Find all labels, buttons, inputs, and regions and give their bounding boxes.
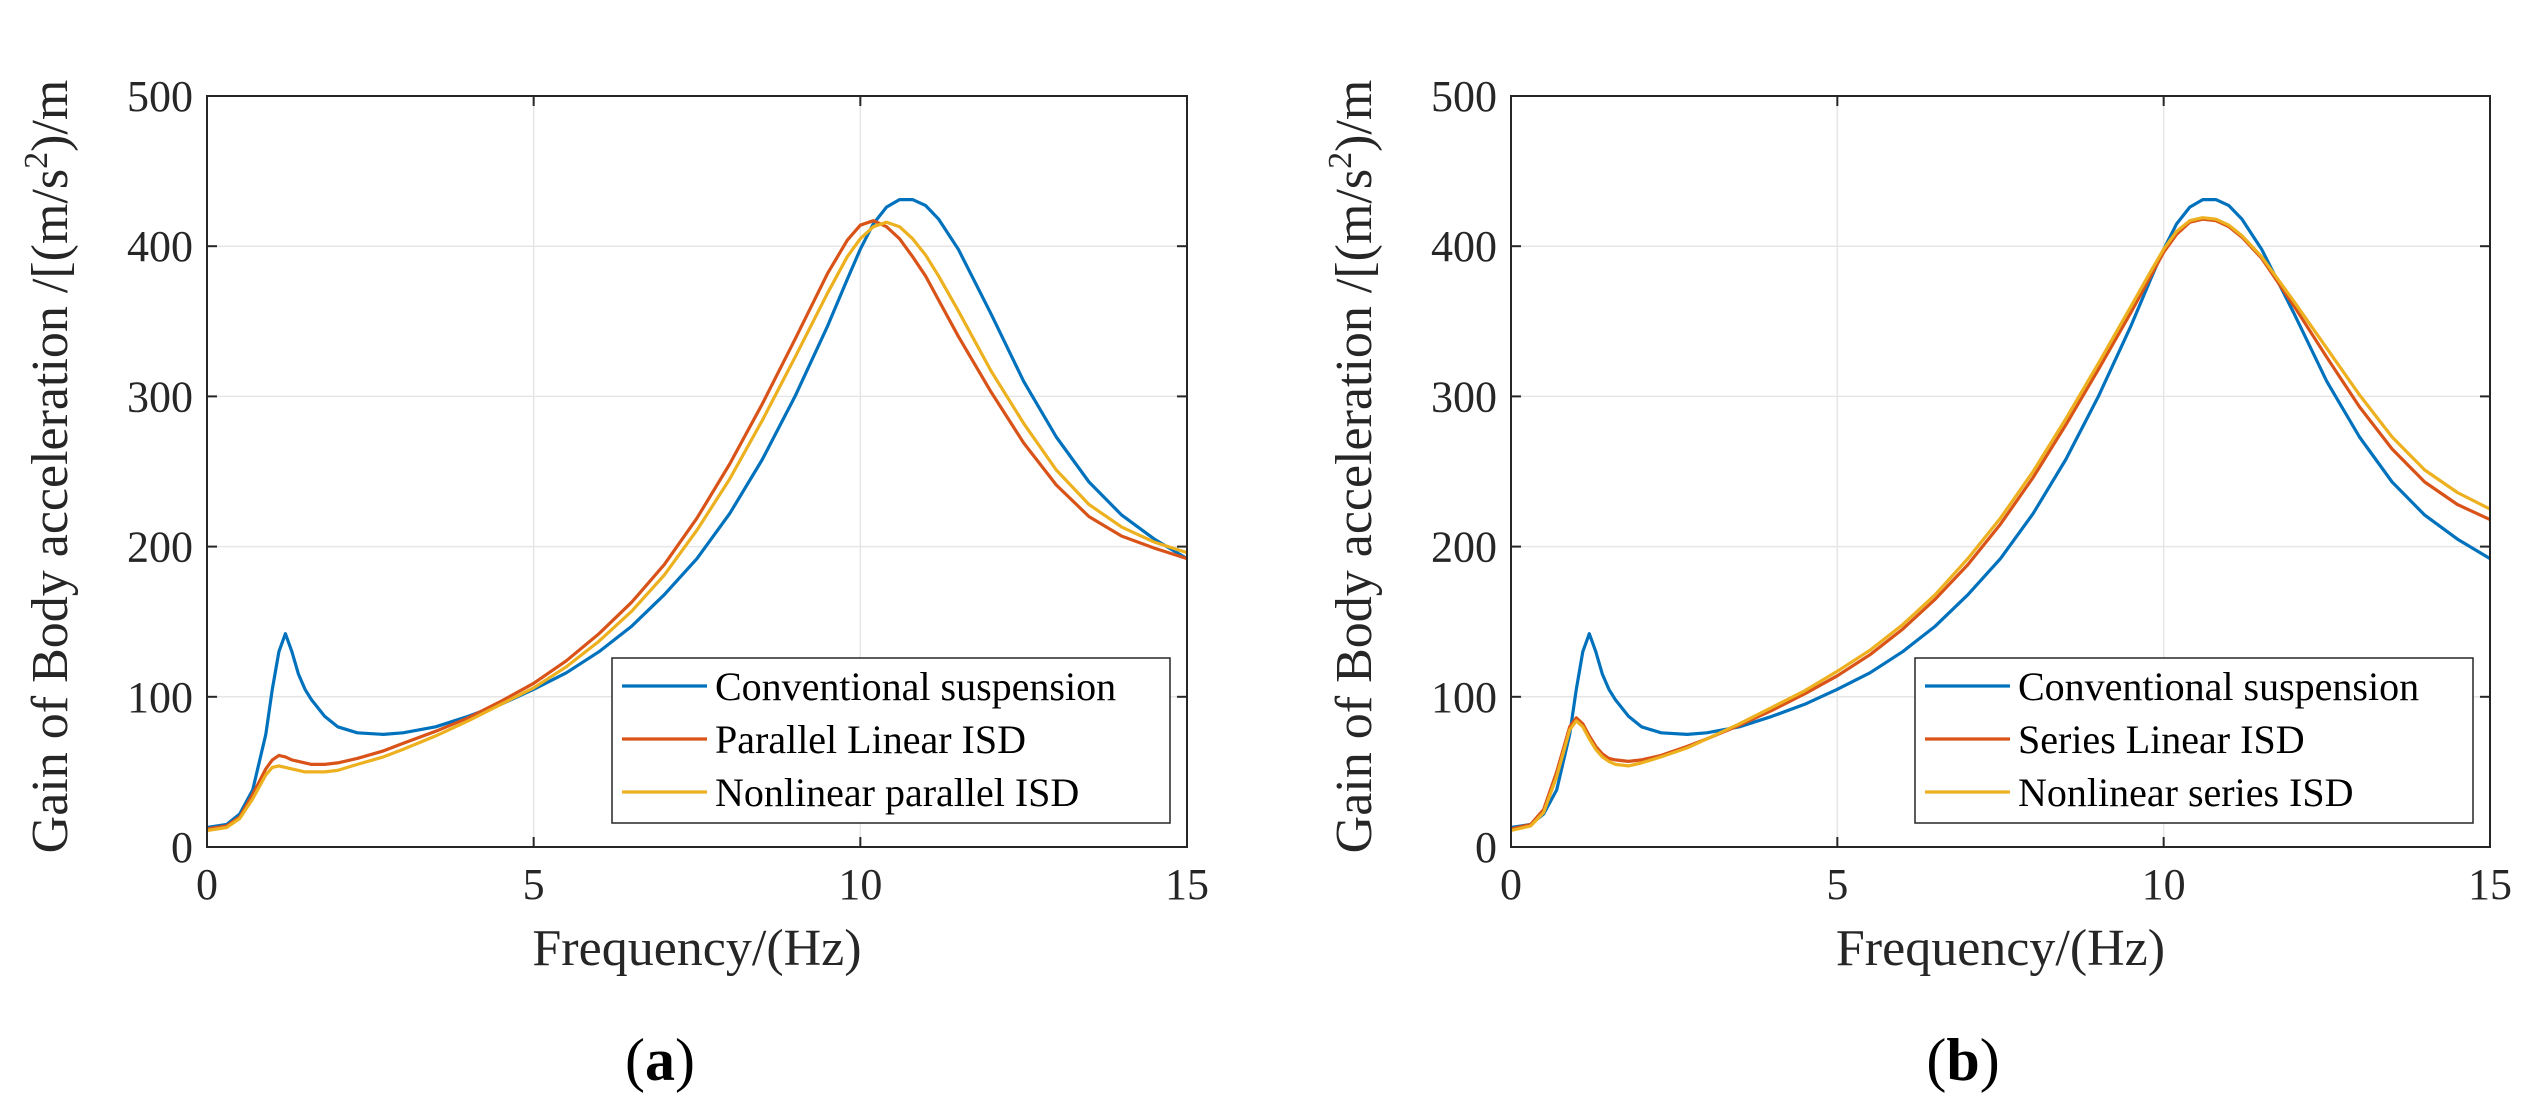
legend: Conventional suspension Series Linear ISD… xyxy=(1914,657,2474,824)
y-tick-label: 0 xyxy=(171,823,193,872)
legend-label-3: Nonlinear series ISD xyxy=(2018,770,2353,815)
series-line-2 xyxy=(206,219,1188,831)
series-line-3 xyxy=(206,220,1188,833)
y-axis-label-end: )/m xyxy=(1326,80,1383,152)
y-tick-label: 400 xyxy=(1431,222,1497,271)
series-line-1 xyxy=(1510,198,2491,830)
panel-b: 0 5 10 15 0 100 200 300 400 500 Frequency/(Hz) Gain… xyxy=(1322,72,2512,1093)
x-tick-label: 5 xyxy=(523,860,545,909)
y-tick-label: 300 xyxy=(127,372,193,421)
x-axis-label: Frequency/(Hz) xyxy=(1836,920,2165,977)
series-line-3 xyxy=(1510,216,2491,833)
x-tick-label: 0 xyxy=(1500,860,1522,909)
x-tick-label: 15 xyxy=(1165,860,1209,909)
panel-label-letter: b xyxy=(1946,1027,1979,1093)
legend-label-2: Parallel Linear ISD xyxy=(715,717,1026,762)
y-tick-label: 400 xyxy=(127,222,193,271)
panel-label-open: ( xyxy=(625,1027,645,1093)
y-axis-label-main: Gain of Body acceleration /[(m/s xyxy=(22,169,79,853)
y-tick-label: 500 xyxy=(1431,72,1497,121)
x-tick-label: 0 xyxy=(196,860,218,909)
y-axis-label-main: Gain of Body acceleration /[(m/s xyxy=(1326,169,1383,853)
series-line-1 xyxy=(206,198,1188,830)
x-axis-label: Frequency/(Hz) xyxy=(532,920,861,977)
y-tick-label: 300 xyxy=(1431,372,1497,421)
x-tick-label: 15 xyxy=(2468,860,2512,909)
panel-label-letter: a xyxy=(645,1027,675,1093)
axes-box xyxy=(1510,95,2491,848)
y-tick-label: 0 xyxy=(1475,823,1497,872)
x-tick-label: 10 xyxy=(838,860,882,909)
panel-label: (a) xyxy=(625,1027,695,1093)
legend-label-3: Nonlinear parallel ISD xyxy=(715,770,1079,815)
y-tick-label: 100 xyxy=(1431,673,1497,722)
legend-label-2: Series Linear ISD xyxy=(2018,717,2305,762)
legend-label-1: Conventional suspension xyxy=(2018,664,2419,709)
axes-box xyxy=(206,95,1188,848)
y-tick-label: 100 xyxy=(127,673,193,722)
legend-label-1: Conventional suspension xyxy=(715,664,1116,709)
x-tick-label: 5 xyxy=(1826,860,1848,909)
y-axis-label: Gain of Body acceleration /[(m/s2)/m xyxy=(18,80,79,854)
panel-label-close: ) xyxy=(675,1027,695,1093)
panel-a: 0 5 10 15 0 100 200 300 400 500 Frequency/(Hz) Gain… xyxy=(18,72,1209,1093)
y-axis-label-end: )/m xyxy=(22,80,79,152)
legend: Conventional suspension Parallel Linear I… xyxy=(611,657,1171,824)
panel-label-open: ( xyxy=(1926,1027,1946,1093)
panel-label: (b) xyxy=(1926,1027,1999,1093)
y-tick-label: 200 xyxy=(1431,523,1497,572)
y-axis-label-superscript: 2 xyxy=(1322,152,1359,169)
y-tick-label: 500 xyxy=(127,72,193,121)
y-axis-label: Gain of Body acceleration /[(m/s2)/m xyxy=(1322,80,1383,854)
x-tick-label: 10 xyxy=(2142,860,2186,909)
panel-label-close: ) xyxy=(1980,1027,2000,1093)
y-axis-label-superscript: 2 xyxy=(18,152,55,169)
y-tick-label: 200 xyxy=(127,523,193,572)
